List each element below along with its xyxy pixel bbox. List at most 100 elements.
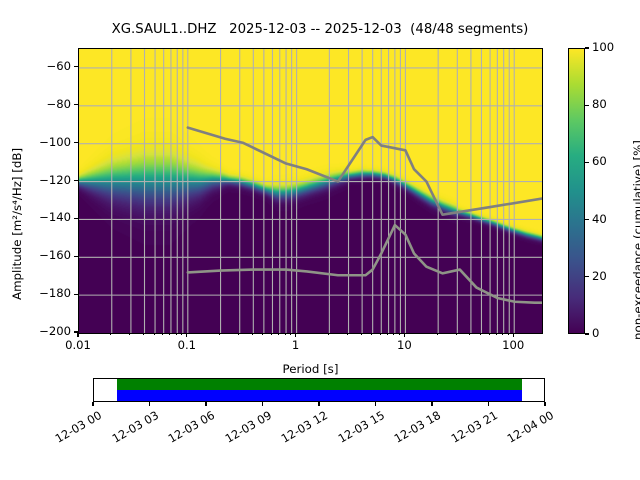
- x-minor-tick: [436, 333, 438, 336]
- timeline-axes[interactable]: [93, 378, 545, 402]
- timeline-tick-label: 12-04 00: [504, 408, 556, 446]
- timeline-tick: [487, 402, 490, 406]
- timeline-tick-label: 12-03 15: [335, 408, 387, 446]
- timeline-bar-blue: [117, 390, 522, 401]
- ppsd-plot-area[interactable]: [78, 48, 543, 334]
- x-minor-tick: [270, 333, 272, 336]
- x-minor-tick: [175, 333, 177, 336]
- colorbar-tick-label: 80: [592, 97, 607, 112]
- y-axis-label: Amplitude [m²/s⁴/Hz] [dB]: [10, 147, 24, 300]
- y-tick: [74, 179, 78, 182]
- x-minor-tick: [290, 333, 292, 336]
- x-minor-tick: [327, 333, 329, 336]
- timeline-tick-label: 12-03 12: [278, 408, 330, 446]
- plot-gridlines: [79, 49, 542, 333]
- x-minor-tick: [495, 333, 497, 336]
- x-minor-tick: [284, 333, 286, 336]
- nhnm-curve: [186, 126, 542, 216]
- y-tick-label: −160: [39, 248, 71, 263]
- colorbar-tick: [585, 104, 589, 106]
- colorbar-tick: [585, 333, 589, 335]
- nlnm-curve: [186, 223, 542, 305]
- ppsd-histogram-canvas: [79, 49, 542, 333]
- y-tick: [74, 104, 78, 106]
- x-minor-tick: [262, 333, 264, 336]
- colorbar-tick: [585, 219, 589, 221]
- timeline-tick: [261, 402, 264, 406]
- x-tick: [403, 333, 405, 337]
- page-title: XG.SAUL1..DHZ 2025-12-03 -- 2025-12-03 (…: [111, 22, 529, 37]
- x-tick: [512, 333, 514, 337]
- colorbar-tick-label: 40: [592, 211, 607, 226]
- colorbar-tick: [585, 47, 589, 49]
- colorbar-tick-label: 20: [592, 269, 607, 283]
- x-minor-tick: [387, 333, 389, 336]
- timeline-tick: [374, 402, 377, 406]
- timeline-tick-label: 12-03 03: [109, 408, 161, 446]
- x-minor-tick: [169, 333, 171, 336]
- x-minor-tick: [153, 333, 155, 336]
- x-minor-tick: [488, 333, 490, 336]
- y-tick: [74, 331, 78, 333]
- x-minor-tick: [469, 333, 471, 336]
- y-tick-label: −200: [39, 324, 71, 339]
- x-minor-tick: [278, 333, 280, 336]
- y-tick: [74, 255, 78, 257]
- y-tick-label: −180: [39, 286, 71, 301]
- x-minor-tick: [238, 333, 240, 336]
- y-tick: [74, 217, 78, 219]
- colorbar-tick-label: 100: [592, 40, 615, 55]
- colorbar-tick-label: 0: [592, 326, 600, 341]
- x-minor-tick: [398, 333, 400, 336]
- y-tick-label: −120: [39, 172, 71, 187]
- x-minor-tick: [181, 333, 183, 336]
- x-tick: [186, 333, 188, 337]
- colorbar-tick: [585, 161, 589, 163]
- y-tick-label: −60: [46, 59, 71, 74]
- x-tick-label: 0.1: [177, 338, 197, 352]
- timeline-tick-label: 12-03 21: [448, 408, 500, 446]
- x-minor-tick: [502, 333, 504, 336]
- x-tick-label: 100: [502, 338, 525, 352]
- x-minor-tick: [143, 333, 144, 336]
- x-minor-tick: [479, 333, 481, 336]
- x-minor-tick: [162, 333, 164, 336]
- colorbar-tick: [585, 276, 589, 278]
- x-axis-label: Period [s]: [282, 362, 339, 376]
- noise-model-curves: [186, 126, 542, 305]
- timeline-tick: [205, 402, 207, 406]
- x-tick: [295, 333, 297, 337]
- x-minor-tick: [379, 333, 381, 336]
- timeline-tick-label: 12-03 09: [222, 408, 274, 446]
- timeline-tick-label: 12-03 06: [165, 408, 217, 446]
- timeline-tick: [92, 402, 94, 406]
- x-minor-tick: [129, 333, 131, 336]
- y-tick-label: −100: [39, 134, 71, 149]
- y-tick: [74, 66, 78, 68]
- x-minor-tick: [393, 333, 395, 336]
- x-minor-tick: [507, 333, 509, 336]
- y-tick-label: −80: [46, 97, 71, 111]
- x-minor-tick: [360, 333, 362, 336]
- x-minor-tick: [347, 333, 349, 336]
- y-tick: [74, 293, 78, 295]
- colorbar-tick-label: 60: [592, 154, 607, 169]
- x-tick-label: 10: [397, 338, 412, 352]
- y-tick: [74, 142, 78, 144]
- colorbar-label: non-exceedance (cumulative) [%]: [631, 140, 640, 340]
- x-minor-tick: [371, 333, 373, 336]
- timeline-tick: [431, 402, 433, 406]
- x-tick-label: 1: [291, 338, 300, 352]
- x-minor-tick: [455, 333, 457, 336]
- timeline-bar-green: [117, 379, 522, 390]
- colorbar: [568, 48, 585, 334]
- x-minor-tick: [219, 333, 221, 336]
- timeline-tick: [148, 402, 151, 406]
- timeline-tick: [544, 402, 546, 406]
- x-tick-label: 0.01: [65, 338, 91, 352]
- x-tick: [77, 333, 79, 337]
- timeline-tick-label: 12-03 18: [391, 408, 443, 446]
- timeline-tick: [318, 402, 320, 406]
- timeline-tick-label: 12-03 00: [52, 408, 104, 446]
- x-minor-tick: [251, 333, 253, 336]
